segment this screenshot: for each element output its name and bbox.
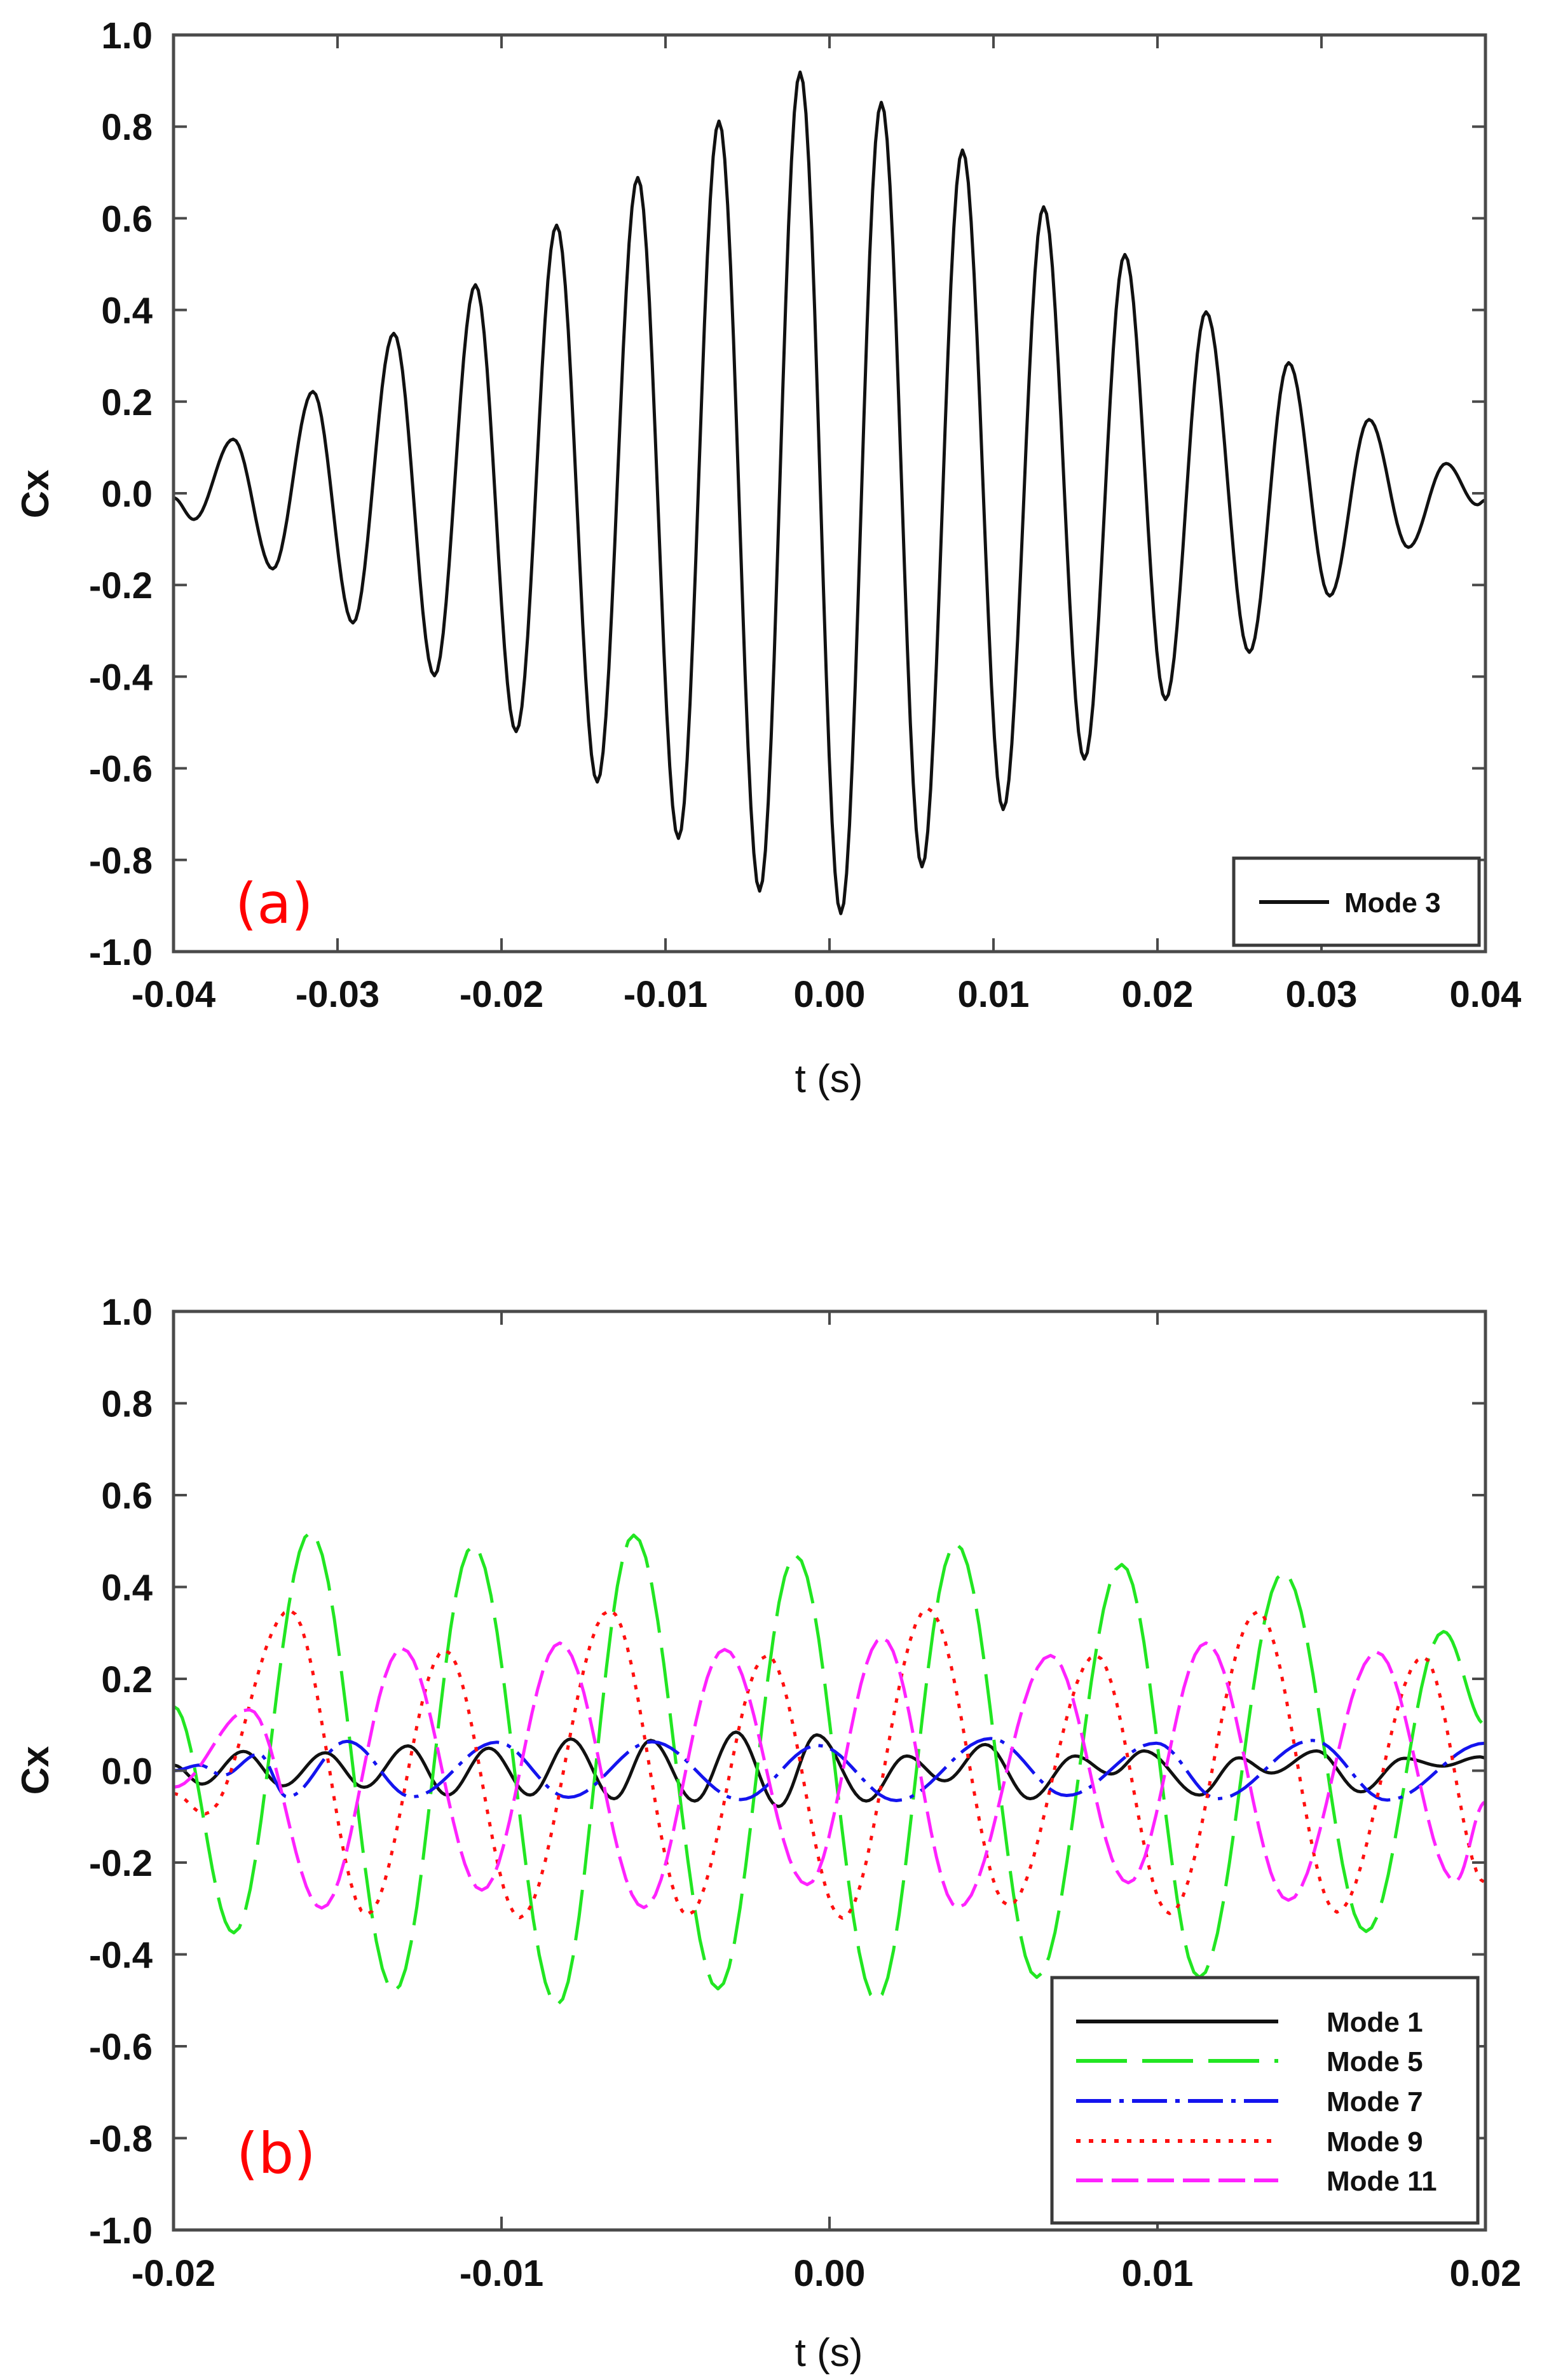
panel-label-b: (b) — [236, 2121, 316, 2186]
ticks-a — [174, 35, 1485, 952]
legend-label-mode-5: Mode 5 — [1327, 2046, 1423, 2077]
y-tick-label: -0.4 — [89, 1935, 153, 1976]
chart-panel-a: -0.04 -0.03 -0.02 -0.01 0.00 0.01 0.02 0.03 0.04… — [14, 15, 1521, 1101]
plot-area-b — [172, 1531, 1487, 2007]
series-mode-1 — [173, 1730, 1487, 1809]
y-tick-label: -0.2 — [89, 1843, 153, 1884]
y-axis-title-b: Cx — [14, 1746, 57, 1795]
y-tick-label: 0.8 — [101, 107, 153, 148]
x-tick-labels-b: -0.02 -0.01 0.00 0.01 0.02 — [132, 2253, 1522, 2294]
x-tick-label: 0.00 — [794, 974, 866, 1015]
x-tick-label: 0.03 — [1286, 974, 1358, 1015]
x-tick-label: -0.03 — [296, 974, 379, 1015]
y-tick-label: 0.0 — [101, 1751, 153, 1793]
y-tick-label: -1.0 — [89, 2210, 153, 2252]
series-mode-9 — [173, 1607, 1487, 1920]
axes-frame-a — [172, 33, 1487, 954]
y-tick-label: 1.0 — [101, 15, 153, 57]
x-tick-label: 0.01 — [1122, 2253, 1194, 2294]
y-tick-labels-b: 1.0 0.8 0.6 0.4 0.2 0.0 -0.2 -0.4 -0.6 -0.8 -1.0 — [89, 1292, 153, 2252]
x-tick-label: -0.04 — [132, 974, 215, 1015]
legend-label-mode-1: Mode 1 — [1327, 2007, 1423, 2038]
y-tick-label: 0.4 — [101, 1568, 153, 1609]
y-tick-label: -0.8 — [89, 840, 153, 882]
y-tick-label: 0.0 — [101, 474, 153, 515]
legend-b: Mode 1 Mode 5 Mode 7 Mode 9 Mode 11 — [1050, 1976, 1480, 2225]
y-tick-label: 0.6 — [101, 198, 153, 240]
y-tick-label: 0.8 — [101, 1384, 153, 1425]
x-axis-title-a: t (s) — [795, 1057, 863, 1101]
series-mode-5 — [172, 1531, 1486, 2007]
x-tick-label: 0.02 — [1122, 974, 1194, 1015]
chart-panel-b: -0.02 -0.01 0.00 0.01 0.02 1.0 0.8 0.6 0.4 0.2 0.… — [14, 1292, 1521, 2375]
x-tick-labels-a: -0.04 -0.03 -0.02 -0.01 0.00 0.01 0.02 0.03 0.04 — [132, 974, 1522, 1015]
legend-a: Mode 3 — [1232, 856, 1481, 947]
series-mode-3 — [173, 70, 1487, 915]
plot-area-a — [173, 70, 1487, 915]
x-tick-label: -0.01 — [624, 974, 707, 1015]
y-tick-label: -0.8 — [89, 2119, 153, 2160]
x-tick-label: 0.02 — [1450, 2253, 1522, 2294]
legend-label-mode-9: Mode 9 — [1327, 2126, 1423, 2158]
legend-items-b: Mode 1 Mode 5 Mode 7 Mode 9 Mode 11 — [1076, 2007, 1437, 2197]
y-axis-title-a: Cx — [14, 470, 57, 519]
x-tick-label: 0.04 — [1450, 974, 1522, 1015]
y-tick-label: 0.4 — [101, 291, 153, 332]
x-tick-label: -0.01 — [460, 2253, 543, 2294]
legend-label-mode-3: Mode 3 — [1344, 887, 1441, 919]
y-tick-label: 0.2 — [101, 1659, 153, 1700]
y-tick-label: -0.6 — [89, 2027, 153, 2068]
legend-label-mode-7: Mode 7 — [1327, 2086, 1423, 2117]
x-tick-label: 0.01 — [958, 974, 1030, 1015]
y-tick-label: 1.0 — [101, 1292, 153, 1333]
y-tick-label: -0.2 — [89, 565, 153, 606]
x-tick-label: 0.00 — [794, 2253, 866, 2294]
y-tick-label: -0.6 — [89, 749, 153, 790]
y-tick-label: -0.4 — [89, 657, 153, 698]
legend-label-mode-11: Mode 11 — [1327, 2166, 1437, 2197]
x-axis-title-b: t (s) — [795, 2331, 863, 2375]
y-tick-label: -1.0 — [89, 932, 153, 973]
y-tick-labels-a: 1.0 0.8 0.6 0.4 0.2 0.0 -0.2 -0.4 -0.6 -0.8 -1.0 — [89, 15, 153, 973]
y-tick-label: 0.2 — [101, 382, 153, 423]
series-mode-11 — [173, 1636, 1487, 1910]
x-tick-label: -0.02 — [460, 974, 543, 1015]
x-tick-label: -0.02 — [132, 2253, 215, 2294]
panel-label-a: (a) — [235, 871, 313, 936]
y-tick-label: 0.6 — [101, 1475, 153, 1517]
